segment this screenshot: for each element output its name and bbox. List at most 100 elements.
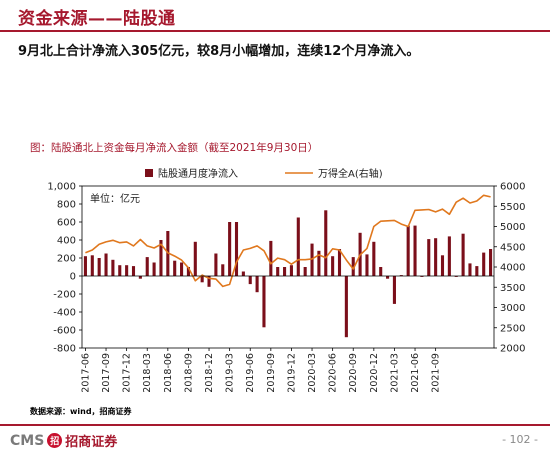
bar xyxy=(482,252,486,276)
right-tick-label: 2500 xyxy=(500,323,525,334)
x-tick-label: 2020-12 xyxy=(369,353,380,393)
bar xyxy=(289,265,293,276)
left-tick-label: 200 xyxy=(57,254,76,265)
bar xyxy=(228,222,232,276)
bar xyxy=(145,257,149,276)
x-tick-label: 2019-09 xyxy=(266,353,277,393)
x-tick-label: 2018-03 xyxy=(142,353,153,393)
footer-rule xyxy=(0,424,550,426)
headline: 9月北上合计净流入305亿元，较8月小幅增加，连续12个月净流入。 xyxy=(18,44,420,59)
right-tick-label: 5500 xyxy=(500,202,525,213)
bar xyxy=(447,236,451,276)
bar xyxy=(440,255,445,276)
bar xyxy=(104,253,108,276)
chart: -800 -600 -400 -200 0 200 400 600 800 1,000 2000 2… xyxy=(47,167,525,393)
x-tick-label: 2021-03 xyxy=(389,353,400,393)
unit-label: 单位：亿元 xyxy=(90,192,140,205)
left-tick-label: -200 xyxy=(53,290,76,301)
bar xyxy=(111,259,115,276)
bar xyxy=(276,267,280,276)
logo-text: CMS xyxy=(10,432,45,449)
title-rule xyxy=(0,30,550,32)
page-number: - 102 - xyxy=(502,433,538,446)
left-tick-label: 800 xyxy=(57,200,76,211)
bar xyxy=(461,233,465,276)
bar xyxy=(427,239,431,276)
bar xyxy=(180,262,184,276)
bar xyxy=(138,276,142,279)
right-tick-label: 3000 xyxy=(500,303,525,314)
bar xyxy=(214,253,218,276)
bar xyxy=(372,241,376,276)
left-axis: -800 -600 -400 -200 0 200 400 600 800 1,000 xyxy=(47,182,82,355)
left-tick-label: 0 xyxy=(70,272,76,283)
logo-badge-icon: 招 xyxy=(47,433,63,448)
legend-line-label: 万得全A(右轴) xyxy=(318,167,383,180)
bar xyxy=(399,275,403,276)
bar xyxy=(186,267,190,276)
bar xyxy=(331,256,335,276)
right-tick-label: 5000 xyxy=(500,222,525,233)
x-tick-label: 2018-06 xyxy=(163,353,174,393)
bar xyxy=(83,256,87,276)
bar xyxy=(200,276,204,283)
bar xyxy=(454,276,458,277)
x-tick-label: 2020-09 xyxy=(348,353,359,393)
bar xyxy=(489,249,493,276)
bar-series xyxy=(83,210,493,338)
bar xyxy=(324,210,328,276)
bar xyxy=(337,249,342,276)
x-tick-label: 2021-09 xyxy=(431,353,442,393)
source-note: 数据来源：wind，招商证券 xyxy=(30,407,132,416)
bar xyxy=(303,267,307,276)
bar xyxy=(173,260,177,276)
bar xyxy=(97,258,101,276)
bar xyxy=(262,276,266,328)
x-tick-label: 2018-12 xyxy=(204,353,215,393)
bar xyxy=(317,250,321,276)
left-tick-label: -400 xyxy=(53,308,76,319)
bar xyxy=(413,225,417,276)
bar xyxy=(379,267,383,276)
bar xyxy=(406,225,410,276)
right-axis: 2000 2500 3000 3500 4000 4500 5000 5500 6000 xyxy=(494,182,525,355)
legend-bar-label: 陆股通月度净流入 xyxy=(158,167,238,180)
x-tick-label: 2019-12 xyxy=(286,353,297,393)
line-series xyxy=(85,194,491,288)
right-tick-label: 2000 xyxy=(500,344,525,355)
left-tick-label: 600 xyxy=(57,218,76,229)
right-tick-label: 4000 xyxy=(500,263,525,274)
x-axis: 2017-06 2017-09 2017-12 2018-03 2018-06 2018-… xyxy=(80,348,442,393)
bar xyxy=(283,267,287,276)
bar xyxy=(365,254,369,276)
bar xyxy=(118,265,122,276)
right-tick-label: 3500 xyxy=(500,283,525,294)
left-tick-label: 1,000 xyxy=(47,182,76,193)
logo-company-name: 招商证券 xyxy=(65,435,118,450)
bar xyxy=(207,276,211,287)
bar xyxy=(159,240,163,276)
left-tick-label: 400 xyxy=(57,236,76,247)
bar xyxy=(90,255,94,276)
right-tick-label: 4500 xyxy=(500,242,525,253)
bar xyxy=(420,276,424,277)
bar xyxy=(269,240,273,276)
bar xyxy=(248,276,252,285)
x-tick-label: 2019-03 xyxy=(225,353,236,393)
bar xyxy=(241,271,245,276)
bar xyxy=(351,257,355,276)
left-tick-label: -800 xyxy=(53,344,76,355)
x-tick-label: 2019-06 xyxy=(245,353,256,393)
bar xyxy=(255,276,259,293)
left-tick-label: -600 xyxy=(53,326,76,337)
chart-title: 图：陆股通北上资金每月净流入金额（截至2021年9月30日） xyxy=(30,142,319,154)
bar xyxy=(221,264,225,276)
x-tick-label: 2017-06 xyxy=(80,353,91,393)
bar xyxy=(386,276,390,279)
wind-a-line xyxy=(85,194,491,288)
company-logo: CMS 招 招商证券 xyxy=(10,431,118,451)
bar xyxy=(310,243,314,276)
bar xyxy=(475,266,479,276)
bar xyxy=(131,266,136,276)
bar xyxy=(392,276,396,304)
